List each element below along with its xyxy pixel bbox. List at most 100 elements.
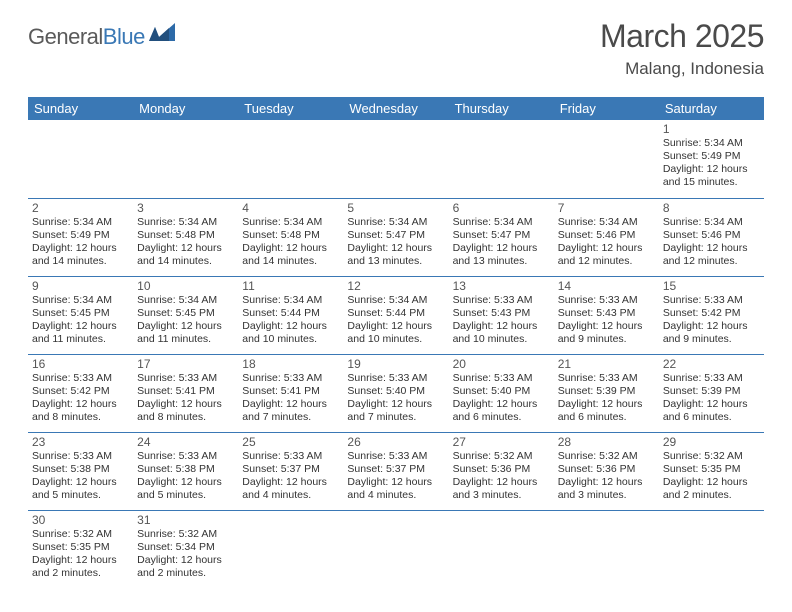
calendar-cell: 4Sunrise: 5:34 AMSunset: 5:48 PMDaylight… [238,198,343,276]
sunrise-text: Sunrise: 5:33 AM [137,450,234,463]
sunrise-text: Sunrise: 5:32 AM [663,450,760,463]
sunset-text: Sunset: 5:39 PM [663,385,760,398]
calendar-cell: 7Sunrise: 5:34 AMSunset: 5:46 PMDaylight… [554,198,659,276]
daylight-text: Daylight: 12 hours and 14 minutes. [137,242,234,268]
col-wed: Wednesday [343,97,448,120]
daylight-text: Daylight: 12 hours and 14 minutes. [242,242,339,268]
sunset-text: Sunset: 5:36 PM [558,463,655,476]
calendar-cell: 25Sunrise: 5:33 AMSunset: 5:37 PMDayligh… [238,432,343,510]
day-number: 19 [347,357,444,372]
day-number: 28 [558,435,655,450]
calendar-cell: 11Sunrise: 5:34 AMSunset: 5:44 PMDayligh… [238,276,343,354]
calendar-cell [238,120,343,198]
calendar-cell [343,510,448,588]
daylight-text: Daylight: 12 hours and 7 minutes. [347,398,444,424]
sunrise-text: Sunrise: 5:34 AM [137,216,234,229]
calendar-cell: 31Sunrise: 5:32 AMSunset: 5:34 PMDayligh… [133,510,238,588]
day-number: 31 [137,513,234,528]
col-tue: Tuesday [238,97,343,120]
col-fri: Friday [554,97,659,120]
calendar-cell: 30Sunrise: 5:32 AMSunset: 5:35 PMDayligh… [28,510,133,588]
sunset-text: Sunset: 5:36 PM [453,463,550,476]
daylight-text: Daylight: 12 hours and 3 minutes. [558,476,655,502]
day-number: 14 [558,279,655,294]
calendar-cell: 16Sunrise: 5:33 AMSunset: 5:42 PMDayligh… [28,354,133,432]
sunset-text: Sunset: 5:48 PM [137,229,234,242]
sunrise-text: Sunrise: 5:33 AM [663,294,760,307]
day-number: 2 [32,201,129,216]
sunset-text: Sunset: 5:41 PM [242,385,339,398]
day-number: 15 [663,279,760,294]
calendar-cell: 21Sunrise: 5:33 AMSunset: 5:39 PMDayligh… [554,354,659,432]
calendar-week: 23Sunrise: 5:33 AMSunset: 5:38 PMDayligh… [28,432,764,510]
calendar-cell [554,120,659,198]
calendar-cell: 19Sunrise: 5:33 AMSunset: 5:40 PMDayligh… [343,354,448,432]
daylight-text: Daylight: 12 hours and 4 minutes. [347,476,444,502]
sunrise-text: Sunrise: 5:33 AM [663,372,760,385]
calendar-cell: 14Sunrise: 5:33 AMSunset: 5:43 PMDayligh… [554,276,659,354]
sunrise-text: Sunrise: 5:33 AM [347,450,444,463]
sunset-text: Sunset: 5:38 PM [32,463,129,476]
daylight-text: Daylight: 12 hours and 2 minutes. [137,554,234,580]
day-number: 3 [137,201,234,216]
calendar-cell [343,120,448,198]
sunrise-text: Sunrise: 5:33 AM [137,372,234,385]
sunset-text: Sunset: 5:43 PM [453,307,550,320]
calendar-cell [554,510,659,588]
calendar-cell: 18Sunrise: 5:33 AMSunset: 5:41 PMDayligh… [238,354,343,432]
sunrise-text: Sunrise: 5:33 AM [558,372,655,385]
day-header-row: Sunday Monday Tuesday Wednesday Thursday… [28,97,764,120]
brand-part-b: Blue [103,24,145,49]
sunrise-text: Sunrise: 5:32 AM [558,450,655,463]
sunset-text: Sunset: 5:42 PM [32,385,129,398]
sunrise-text: Sunrise: 5:34 AM [558,216,655,229]
calendar-cell [449,120,554,198]
sunset-text: Sunset: 5:44 PM [242,307,339,320]
sunset-text: Sunset: 5:49 PM [32,229,129,242]
daylight-text: Daylight: 12 hours and 2 minutes. [32,554,129,580]
sunset-text: Sunset: 5:43 PM [558,307,655,320]
daylight-text: Daylight: 12 hours and 12 minutes. [558,242,655,268]
calendar-cell: 22Sunrise: 5:33 AMSunset: 5:39 PMDayligh… [659,354,764,432]
daylight-text: Daylight: 12 hours and 10 minutes. [242,320,339,346]
sunrise-text: Sunrise: 5:34 AM [242,216,339,229]
day-number: 12 [347,279,444,294]
sunset-text: Sunset: 5:40 PM [453,385,550,398]
day-number: 10 [137,279,234,294]
sunrise-text: Sunrise: 5:32 AM [453,450,550,463]
calendar-cell: 27Sunrise: 5:32 AMSunset: 5:36 PMDayligh… [449,432,554,510]
sunrise-text: Sunrise: 5:34 AM [453,216,550,229]
calendar-cell: 9Sunrise: 5:34 AMSunset: 5:45 PMDaylight… [28,276,133,354]
sunrise-text: Sunrise: 5:33 AM [242,450,339,463]
day-number: 7 [558,201,655,216]
daylight-text: Daylight: 12 hours and 14 minutes. [32,242,129,268]
daylight-text: Daylight: 12 hours and 8 minutes. [32,398,129,424]
day-number: 16 [32,357,129,372]
daylight-text: Daylight: 12 hours and 15 minutes. [663,163,760,189]
day-number: 24 [137,435,234,450]
sunrise-text: Sunrise: 5:33 AM [347,372,444,385]
daylight-text: Daylight: 12 hours and 6 minutes. [558,398,655,424]
sunset-text: Sunset: 5:45 PM [32,307,129,320]
daylight-text: Daylight: 12 hours and 3 minutes. [453,476,550,502]
sunrise-text: Sunrise: 5:34 AM [663,137,760,150]
day-number: 20 [453,357,550,372]
col-sat: Saturday [659,97,764,120]
location-label: Malang, Indonesia [600,59,764,79]
daylight-text: Daylight: 12 hours and 10 minutes. [453,320,550,346]
sunset-text: Sunset: 5:38 PM [137,463,234,476]
daylight-text: Daylight: 12 hours and 11 minutes. [137,320,234,346]
calendar-cell: 3Sunrise: 5:34 AMSunset: 5:48 PMDaylight… [133,198,238,276]
sunset-text: Sunset: 5:49 PM [663,150,760,163]
day-number: 26 [347,435,444,450]
calendar-cell: 10Sunrise: 5:34 AMSunset: 5:45 PMDayligh… [133,276,238,354]
sunset-text: Sunset: 5:46 PM [558,229,655,242]
sunset-text: Sunset: 5:39 PM [558,385,655,398]
daylight-text: Daylight: 12 hours and 11 minutes. [32,320,129,346]
calendar-cell: 15Sunrise: 5:33 AMSunset: 5:42 PMDayligh… [659,276,764,354]
calendar-cell [28,120,133,198]
calendar-cell: 12Sunrise: 5:34 AMSunset: 5:44 PMDayligh… [343,276,448,354]
sunset-text: Sunset: 5:35 PM [663,463,760,476]
day-number: 22 [663,357,760,372]
daylight-text: Daylight: 12 hours and 9 minutes. [663,320,760,346]
